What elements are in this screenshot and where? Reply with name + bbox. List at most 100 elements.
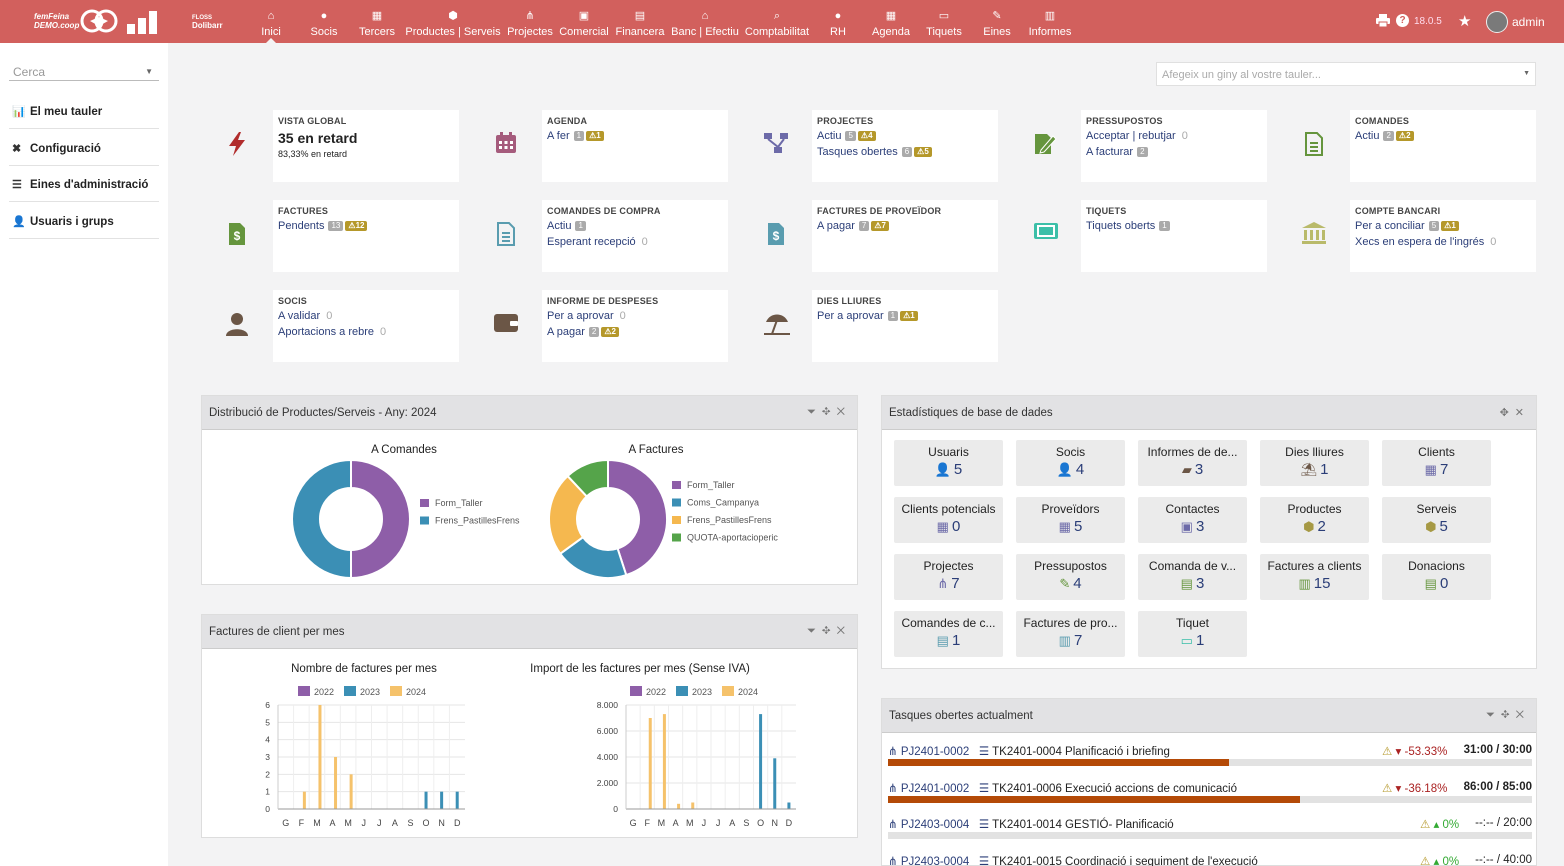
print-icon[interactable] (1376, 14, 1390, 30)
box-line[interactable]: Pendents 13 ⚠12 (278, 220, 454, 236)
stat-card[interactable]: Pressupostos ✎ 4 (1016, 554, 1125, 600)
stat-card[interactable]: Projectes ⋔ 7 (894, 554, 1003, 600)
bar[interactable] (677, 803, 681, 809)
filter-icon[interactable]: ⏷ (807, 625, 822, 637)
stat-card[interactable]: Factures de pro... ▥ 7 (1016, 611, 1125, 657)
menu-item-comptabilitat[interactable]: ⌕ Comptabilitat (722, 0, 832, 43)
box-line[interactable]: Actiu 5 ⚠4 (817, 130, 993, 146)
task-link[interactable]: TK2401-0004 Planificació i briefing (992, 746, 1170, 758)
box-expense-reports[interactable]: INFORME DE DESPESES Per a aprovar 0 A pag… (470, 290, 738, 362)
move-icon[interactable]: ✥ (1499, 407, 1515, 419)
stat-card[interactable]: Contactes ▣ 3 (1138, 497, 1247, 543)
bar[interactable] (349, 774, 353, 809)
box-purchase-orders[interactable]: COMANDES DE COMPRA Actiu 1 Esperant recep… (470, 200, 738, 272)
menu-item-rh[interactable]: ● RH (783, 0, 893, 43)
bar[interactable] (773, 758, 777, 809)
box-line[interactable]: Aportacions a rebre 0 (278, 326, 454, 342)
box-holidays[interactable]: DIES LLIURES Per a aprovar 1 ⚠1 (740, 290, 1008, 362)
company-logo[interactable]: femFeina DEMO.coop (30, 8, 160, 36)
stat-card[interactable]: Socis 👤 4 (1016, 440, 1125, 486)
task-link[interactable]: TK2401-0014 GESTIÓ- Planificació (992, 819, 1174, 831)
stat-card[interactable]: Clients ▦ 7 (1382, 440, 1491, 486)
sidebar-item-setup[interactable]: ✖ Configuració (9, 130, 159, 166)
move-icon[interactable]: ✥ (1500, 709, 1516, 721)
stat-card[interactable]: Proveïdors ▦ 5 (1016, 497, 1125, 543)
menu-item-projectes[interactable]: ⋔ Projectes (475, 0, 585, 43)
menu-item-financera[interactable]: ▤ Financera (585, 0, 695, 43)
project-link[interactable]: PJ2401-0002 (900, 746, 970, 758)
box-line[interactable]: Tasques obertes 6 ⚠5 (817, 146, 993, 162)
bar[interactable] (759, 714, 763, 809)
pie-slice[interactable] (291, 458, 352, 580)
box-line[interactable]: Per a aprovar 1 ⚠1 (817, 310, 993, 326)
bar[interactable] (648, 718, 652, 809)
box-line[interactable]: Esperant recepció 0 (547, 236, 723, 252)
help-icon[interactable]: ? (1396, 14, 1409, 27)
box-line[interactable]: Acceptar | rebutjar 0 (1086, 130, 1262, 146)
box-invoices[interactable]: $ FACTURES Pendents 13 ⚠12 (201, 200, 469, 272)
close-icon[interactable]: ✕ (836, 625, 851, 637)
box-global-view[interactable]: VISTA GLOBAL 35 en retard 83,33% en reta… (201, 110, 469, 182)
late-count[interactable]: 35 en retard (278, 130, 358, 146)
pie-slice[interactable] (566, 458, 609, 498)
menu-item-agenda[interactable]: ▦ Agenda (836, 0, 946, 43)
add-widget-select[interactable]: Afegeix un giny al vostre tauler... ▼ (1156, 62, 1536, 86)
bar[interactable] (440, 791, 444, 809)
bar[interactable] (662, 714, 666, 809)
task-link[interactable]: TK2401-0006 Execució accions de comunica… (992, 782, 1237, 795)
project-link[interactable]: PJ2403-0004 (900, 819, 970, 831)
box-line[interactable]: A validar 0 (278, 310, 454, 326)
stat-card[interactable]: Clients potencials ▦ 0 (894, 497, 1003, 543)
menu-item-tiquets[interactable]: ▭ Tiquets (889, 0, 999, 43)
move-icon[interactable]: ✥ (821, 625, 837, 637)
stat-card[interactable]: Productes ⬢ 2 (1260, 497, 1369, 543)
stat-card[interactable]: Donacions ▤ 0 (1382, 554, 1491, 600)
stat-card[interactable]: Serveis ⬢ 5 (1382, 497, 1491, 543)
menu-item-socis[interactable]: ● Socis (269, 0, 379, 43)
box-orders[interactable]: COMANDES Actiu 2 ⚠2 (1278, 110, 1546, 182)
box-line[interactable]: A facturar 2 (1086, 146, 1262, 162)
box-line[interactable]: A pagar 7 ⚠7 (817, 220, 993, 236)
box-line[interactable]: Per a aprovar 0 (547, 310, 723, 326)
stat-card[interactable]: Usuaris 👤 5 (894, 440, 1003, 486)
move-icon[interactable]: ✥ (821, 406, 837, 418)
stat-card[interactable]: Comandes de c... ▤ 1 (894, 611, 1003, 657)
bar[interactable] (302, 791, 306, 809)
task-link[interactable]: TK2401-0015 Coordinació i seguiment de l… (992, 855, 1258, 866)
box-bank-account[interactable]: COMPTE BANCARI Per a conciliar 5 ⚠1 Xecs e… (1278, 200, 1546, 272)
dolibarr-logo[interactable]: FLOSS Dolibarr (192, 13, 223, 30)
stat-card[interactable]: Factures a clients ▥ 15 (1260, 554, 1369, 600)
menu-item-eines[interactable]: ✎ Eines (942, 0, 1052, 43)
menu-item-tercers[interactable]: ▦ Tercers (322, 0, 432, 43)
stat-card[interactable]: Comanda de v... ▤ 3 (1138, 554, 1247, 600)
filter-icon[interactable]: ⏷ (807, 406, 822, 418)
box-tickets[interactable]: TIQUETS Tiquets oberts 1 (1009, 200, 1277, 272)
close-icon[interactable]: ✕ (1514, 407, 1530, 419)
sidebar-search-select[interactable]: Cerca ▼ (9, 61, 159, 81)
sidebar-item-users-groups[interactable]: 👤 Usuaris i grups (9, 203, 159, 239)
bookmark-star-icon[interactable]: ★ (1458, 13, 1472, 30)
bar[interactable] (334, 757, 338, 809)
pie-slice[interactable] (607, 458, 668, 577)
box-line[interactable]: A fer 1 ⚠1 (547, 130, 723, 146)
box-projects[interactable]: PROJECTES Actiu 5 ⚠4 Tasques obertes 6 ⚠5 (740, 110, 1008, 182)
user-name[interactable]: admin (1512, 15, 1545, 29)
menu-item-inici[interactable]: ⌂ Inici (216, 0, 326, 43)
box-line[interactable]: Actiu 2 ⚠2 (1355, 130, 1531, 146)
stat-card[interactable]: Tiquet ▭ 1 (1138, 611, 1247, 657)
box-line[interactable]: Tiquets oberts 1 (1086, 220, 1262, 236)
box-supplier-invoices[interactable]: $ FACTURES DE PROVEÏDOR A pagar 7 ⚠7 (740, 200, 1008, 272)
bar[interactable] (691, 802, 695, 810)
sidebar-item-admin-tools[interactable]: ☰ Eines d'administració (9, 166, 159, 202)
filter-icon[interactable]: ⏷ (1486, 709, 1501, 721)
project-link[interactable]: PJ2403-0004 (900, 855, 970, 866)
stat-card[interactable]: Dies lliures ⛱ 1 (1260, 440, 1369, 486)
close-icon[interactable]: ✕ (1515, 709, 1530, 721)
stat-card[interactable]: Informes de de... ▰ 3 (1138, 440, 1247, 486)
box-agenda[interactable]: AGENDA A fer 1 ⚠1 (470, 110, 738, 182)
menu-item-productes-serveis[interactable]: ⬢ Productes | Serveis (398, 0, 508, 43)
sidebar-item-my-dashboard[interactable]: 📊 El meu tauler (9, 93, 159, 129)
close-icon[interactable]: ✕ (836, 406, 851, 418)
bar[interactable] (455, 791, 459, 809)
box-line[interactable]: A pagar 2 ⚠2 (547, 326, 723, 342)
